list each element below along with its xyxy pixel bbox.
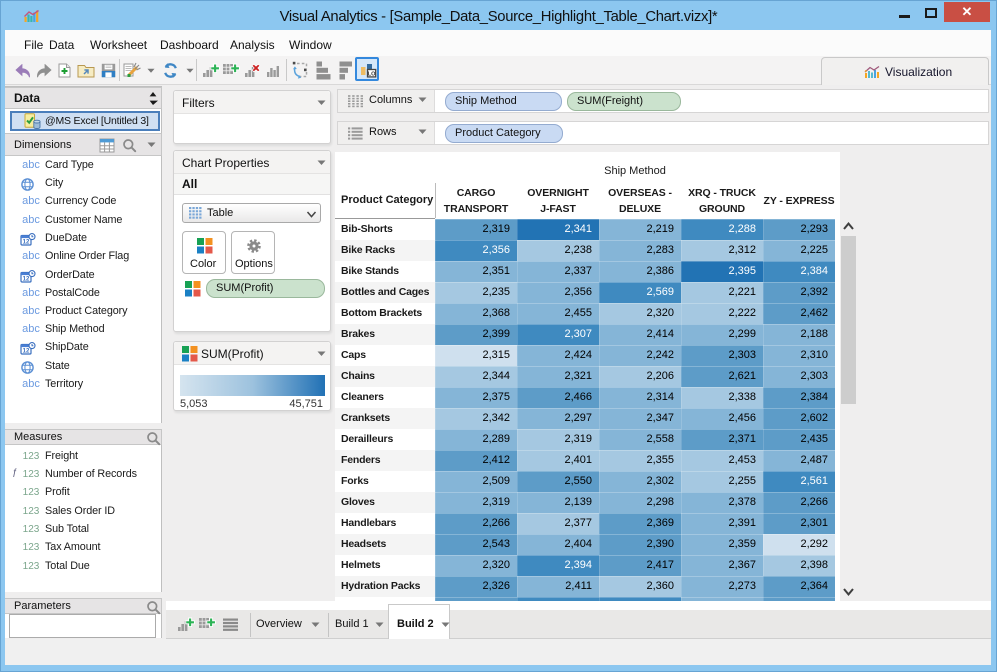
svg-text:12: 12 — [23, 349, 30, 355]
svg-text:12: 12 — [23, 240, 30, 246]
svg-text:LO: LO — [367, 71, 375, 77]
svg-text:12: 12 — [23, 277, 30, 283]
